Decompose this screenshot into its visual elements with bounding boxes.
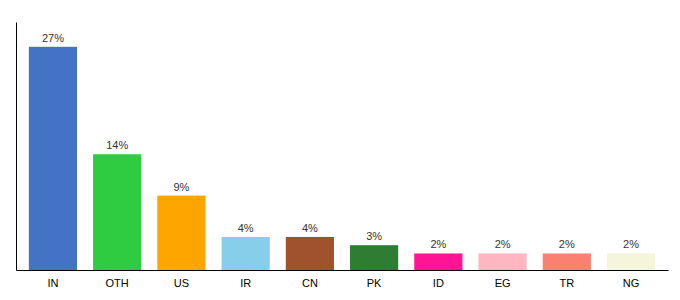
data-label: 4% [302, 222, 318, 234]
bar [479, 253, 527, 270]
x-tick: OTH [106, 277, 129, 289]
bar [29, 47, 77, 270]
x-tick: US [174, 277, 189, 289]
bar [543, 253, 591, 270]
data-labels: 27% 14% 9% 4% 4% 3% 2% 2% 2% 2% [42, 32, 639, 251]
x-tick: TR [559, 277, 574, 289]
data-label: 3% [366, 230, 382, 242]
bar [93, 154, 141, 270]
y-axis-line [16, 23, 17, 271]
data-label: 2% [430, 238, 446, 250]
bar [286, 237, 334, 270]
x-tick-label: TR [559, 277, 574, 289]
bar [414, 253, 462, 270]
bar [350, 245, 398, 270]
x-tick-label: CN [302, 277, 318, 289]
data-label: 2% [623, 238, 639, 250]
data-label: 4% [238, 222, 254, 234]
x-tick: NG [623, 277, 640, 289]
x-tick: ID [433, 277, 444, 289]
y-axis [16, 23, 17, 271]
x-tick-label: ID [433, 277, 444, 289]
x-axis: IN OTH US IR CN PK ID EG TR NG [17, 271, 669, 289]
x-tick: EG [495, 277, 511, 289]
x-tick-label: EG [495, 277, 511, 289]
x-tick-label: IN [47, 277, 58, 289]
plot: INOTHUSIRCNPKIDEGTRNG27%14%9%4%4%3%2%2%2… [17, 23, 669, 289]
x-tick: PK [367, 277, 382, 289]
bars [29, 47, 655, 270]
data-label: 2% [495, 238, 511, 250]
x-tick-label: US [174, 277, 189, 289]
data-label: 14% [106, 139, 128, 151]
bar [157, 196, 205, 270]
bar [607, 253, 655, 270]
x-tick: IN [47, 277, 58, 289]
x-tick-label: IR [240, 277, 251, 289]
data-label: 27% [42, 32, 64, 44]
x-axis-line [17, 270, 669, 271]
chart: INOTHUSIRCNPKIDEGTRNG27%14%9%4%4%3%2%2%2… [0, 0, 680, 300]
x-tick-label: NG [623, 277, 640, 289]
bar [222, 237, 270, 270]
chart-container: INOTHUSIRCNPKIDEGTRNG27%14%9%4%4%3%2%2%2… [0, 0, 680, 300]
x-tick: CN [302, 277, 318, 289]
x-tick: IR [240, 277, 251, 289]
data-label: 9% [173, 181, 189, 193]
x-tick-label: PK [367, 277, 382, 289]
x-tick-label: OTH [106, 277, 129, 289]
data-label: 2% [559, 238, 575, 250]
